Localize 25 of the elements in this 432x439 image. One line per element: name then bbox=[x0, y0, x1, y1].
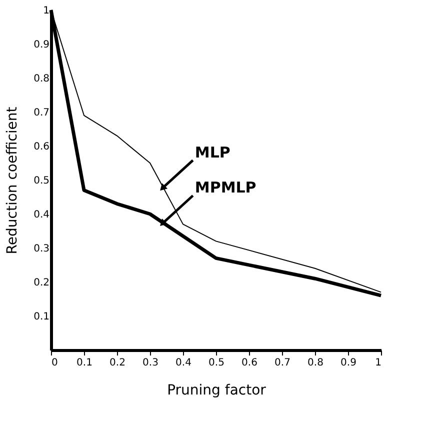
x-tick-label: 0.7 bbox=[274, 358, 290, 368]
x-tick-label: 0.2 bbox=[110, 358, 126, 368]
x-tick-label: 0.1 bbox=[76, 358, 92, 368]
x-tick-label: 0.8 bbox=[308, 358, 324, 368]
x-tick-label: 0.6 bbox=[242, 358, 258, 368]
y-tick-label: 0.5 bbox=[34, 176, 50, 186]
x-axis-title: Pruning factor bbox=[167, 382, 266, 398]
y-tick-label: 0.6 bbox=[34, 142, 50, 152]
x-tick-label: 1 bbox=[375, 358, 382, 368]
legend-label: MPMLP bbox=[194, 178, 256, 197]
y-tick-label: 0.1 bbox=[34, 312, 50, 322]
text: MLP bbox=[194, 143, 230, 162]
x-tick-label: 0 bbox=[52, 358, 58, 368]
x-tick-label: 0.5 bbox=[208, 358, 224, 368]
y-tick-label: 0.8 bbox=[34, 74, 50, 84]
y-tick-label: 0.3 bbox=[34, 244, 50, 254]
y-tick-label: 0.7 bbox=[34, 108, 50, 118]
y-tick-label: 1 bbox=[43, 6, 50, 16]
y-axis-title: Reduction coefficient bbox=[4, 106, 21, 254]
x-tick-label: 0.3 bbox=[142, 358, 158, 368]
y-tick-label: 0.4 bbox=[34, 210, 50, 220]
x-tick-label: 0.4 bbox=[176, 358, 192, 368]
y-tick-label: 0.2 bbox=[34, 278, 50, 288]
x-tick-label: 0.9 bbox=[340, 358, 356, 368]
y-tick-label: 0.9 bbox=[34, 40, 50, 50]
